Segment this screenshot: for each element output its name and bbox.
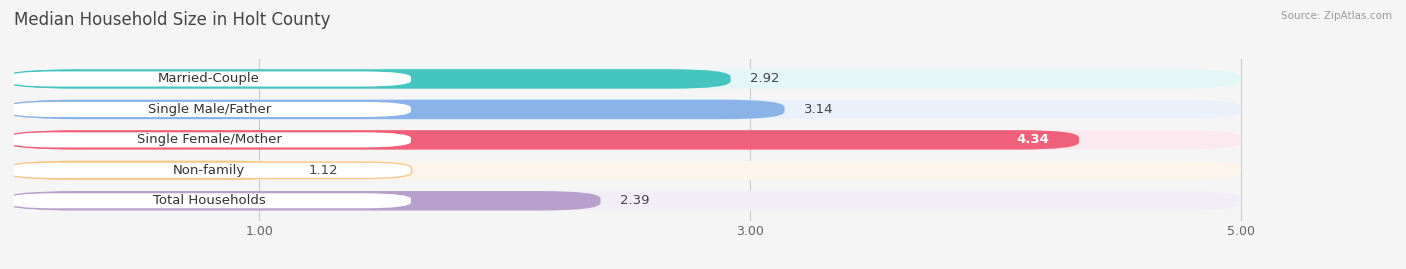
Text: 1.12: 1.12 xyxy=(308,164,339,177)
FancyBboxPatch shape xyxy=(7,193,412,209)
FancyBboxPatch shape xyxy=(14,130,1080,150)
FancyBboxPatch shape xyxy=(14,161,1241,180)
Text: Median Household Size in Holt County: Median Household Size in Holt County xyxy=(14,11,330,29)
Text: 3.14: 3.14 xyxy=(804,103,834,116)
FancyBboxPatch shape xyxy=(14,69,1241,89)
FancyBboxPatch shape xyxy=(14,191,1241,211)
FancyBboxPatch shape xyxy=(7,162,412,179)
Text: Total Households: Total Households xyxy=(153,194,266,207)
Text: Source: ZipAtlas.com: Source: ZipAtlas.com xyxy=(1281,11,1392,21)
Text: Single Female/Mother: Single Female/Mother xyxy=(136,133,281,146)
FancyBboxPatch shape xyxy=(14,161,288,180)
Text: 2.92: 2.92 xyxy=(751,72,780,86)
FancyBboxPatch shape xyxy=(14,69,731,89)
FancyBboxPatch shape xyxy=(14,130,1241,150)
FancyBboxPatch shape xyxy=(14,191,600,211)
Text: Married-Couple: Married-Couple xyxy=(159,72,260,86)
FancyBboxPatch shape xyxy=(7,71,412,87)
FancyBboxPatch shape xyxy=(14,100,785,119)
FancyBboxPatch shape xyxy=(7,132,412,148)
Text: 4.34: 4.34 xyxy=(1017,133,1050,146)
Text: Single Male/Father: Single Male/Father xyxy=(148,103,271,116)
Text: 2.39: 2.39 xyxy=(620,194,650,207)
FancyBboxPatch shape xyxy=(14,100,1241,119)
FancyBboxPatch shape xyxy=(7,101,412,118)
Text: Non-family: Non-family xyxy=(173,164,245,177)
